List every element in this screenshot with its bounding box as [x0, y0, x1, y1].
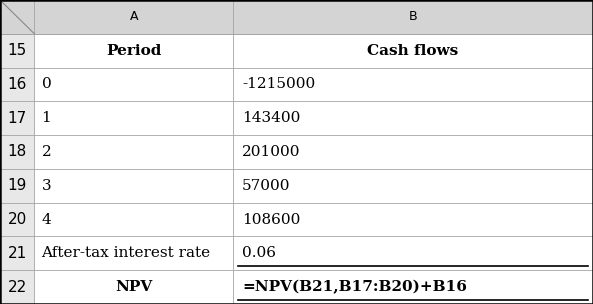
Bar: [0, 67, 34, 101]
Text: 19: 19: [8, 178, 27, 193]
Bar: [34, 101, 233, 135]
Text: 0: 0: [42, 78, 51, 92]
Bar: [34, 237, 233, 270]
Bar: [233, 0, 593, 34]
Bar: [34, 135, 233, 169]
Text: 18: 18: [8, 144, 27, 160]
Text: 2: 2: [42, 145, 51, 159]
Text: 57000: 57000: [242, 179, 291, 193]
Bar: [233, 237, 593, 270]
Bar: [0, 0, 34, 34]
Text: 143400: 143400: [242, 111, 300, 125]
Text: =NPV(B21,B17:B20)+B16: =NPV(B21,B17:B20)+B16: [242, 280, 467, 294]
Bar: [0, 34, 34, 67]
Text: 3: 3: [42, 179, 51, 193]
Text: 20: 20: [8, 212, 27, 227]
Bar: [233, 135, 593, 169]
Text: 1: 1: [42, 111, 51, 125]
Text: 108600: 108600: [242, 212, 300, 226]
Bar: [34, 169, 233, 203]
Text: -1215000: -1215000: [242, 78, 315, 92]
Bar: [34, 34, 233, 67]
Bar: [34, 0, 233, 34]
Bar: [233, 101, 593, 135]
Bar: [233, 169, 593, 203]
Bar: [0, 135, 34, 169]
Text: Cash flows: Cash flows: [368, 44, 458, 58]
Bar: [233, 67, 593, 101]
Text: A: A: [129, 10, 138, 23]
Bar: [233, 203, 593, 237]
Text: 201000: 201000: [242, 145, 301, 159]
Bar: [0, 237, 34, 270]
Bar: [233, 34, 593, 67]
Bar: [0, 270, 34, 304]
Bar: [34, 270, 233, 304]
Text: Period: Period: [106, 44, 161, 58]
Bar: [34, 203, 233, 237]
Bar: [233, 270, 593, 304]
Text: 16: 16: [8, 77, 27, 92]
Text: 22: 22: [8, 280, 27, 295]
Text: 0.06: 0.06: [242, 246, 276, 260]
Bar: [0, 101, 34, 135]
Text: 17: 17: [8, 111, 27, 126]
Text: NPV: NPV: [115, 280, 152, 294]
Text: 15: 15: [8, 43, 27, 58]
Text: After-tax interest rate: After-tax interest rate: [42, 246, 211, 260]
Bar: [0, 203, 34, 237]
Text: 4: 4: [42, 212, 51, 226]
Text: B: B: [409, 10, 417, 23]
Text: 21: 21: [8, 246, 27, 261]
Bar: [0, 169, 34, 203]
Bar: [34, 67, 233, 101]
